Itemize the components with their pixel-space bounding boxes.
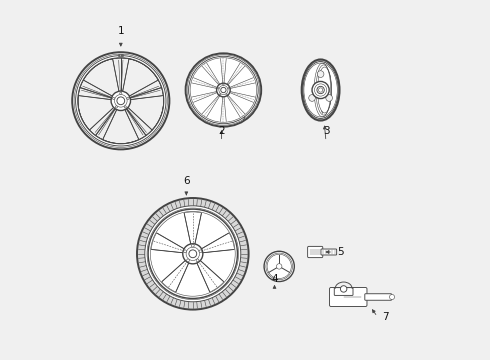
Circle shape bbox=[192, 244, 194, 247]
Circle shape bbox=[117, 97, 124, 105]
Ellipse shape bbox=[326, 95, 332, 101]
Wedge shape bbox=[78, 59, 164, 144]
Wedge shape bbox=[162, 254, 193, 292]
Circle shape bbox=[187, 259, 190, 262]
Circle shape bbox=[115, 106, 118, 108]
Circle shape bbox=[145, 206, 241, 302]
Circle shape bbox=[276, 264, 282, 269]
Circle shape bbox=[111, 91, 130, 111]
Circle shape bbox=[196, 259, 199, 262]
Text: 5: 5 bbox=[338, 247, 344, 257]
Wedge shape bbox=[184, 212, 201, 254]
Bar bbox=[120, 54, 121, 56]
Circle shape bbox=[73, 53, 169, 148]
Circle shape bbox=[148, 209, 238, 298]
FancyBboxPatch shape bbox=[308, 246, 323, 258]
Ellipse shape bbox=[309, 95, 316, 101]
Text: 6: 6 bbox=[183, 176, 190, 186]
Bar bbox=[118, 54, 120, 56]
Circle shape bbox=[137, 198, 248, 310]
Wedge shape bbox=[193, 233, 234, 254]
Circle shape bbox=[184, 250, 187, 253]
Text: 1: 1 bbox=[118, 26, 124, 36]
Circle shape bbox=[220, 94, 221, 95]
Circle shape bbox=[124, 106, 126, 108]
Circle shape bbox=[186, 53, 261, 127]
Circle shape bbox=[217, 83, 230, 97]
Circle shape bbox=[218, 87, 219, 89]
Text: 2: 2 bbox=[218, 126, 225, 136]
Circle shape bbox=[312, 81, 329, 99]
Circle shape bbox=[113, 98, 115, 100]
Bar bbox=[122, 54, 123, 56]
Bar bbox=[121, 54, 122, 56]
Ellipse shape bbox=[318, 71, 324, 77]
FancyBboxPatch shape bbox=[330, 288, 367, 306]
Wedge shape bbox=[151, 233, 193, 254]
Circle shape bbox=[341, 286, 347, 292]
FancyBboxPatch shape bbox=[334, 288, 353, 296]
Text: 7: 7 bbox=[382, 312, 389, 322]
Circle shape bbox=[199, 250, 202, 253]
Text: 4: 4 bbox=[271, 274, 278, 284]
Circle shape bbox=[264, 251, 294, 282]
Circle shape bbox=[317, 86, 324, 94]
Circle shape bbox=[226, 94, 227, 95]
Wedge shape bbox=[193, 254, 224, 292]
Wedge shape bbox=[83, 58, 164, 144]
Circle shape bbox=[390, 294, 394, 300]
Wedge shape bbox=[78, 59, 164, 144]
FancyBboxPatch shape bbox=[321, 249, 337, 255]
Circle shape bbox=[189, 250, 196, 258]
Circle shape bbox=[127, 98, 129, 100]
Circle shape bbox=[221, 87, 226, 93]
Circle shape bbox=[228, 87, 229, 89]
Wedge shape bbox=[78, 58, 164, 130]
Text: 3: 3 bbox=[323, 126, 329, 136]
Ellipse shape bbox=[302, 59, 340, 121]
Wedge shape bbox=[78, 58, 158, 144]
Circle shape bbox=[120, 92, 122, 94]
Circle shape bbox=[223, 84, 224, 85]
Circle shape bbox=[183, 244, 203, 264]
FancyBboxPatch shape bbox=[365, 294, 392, 300]
